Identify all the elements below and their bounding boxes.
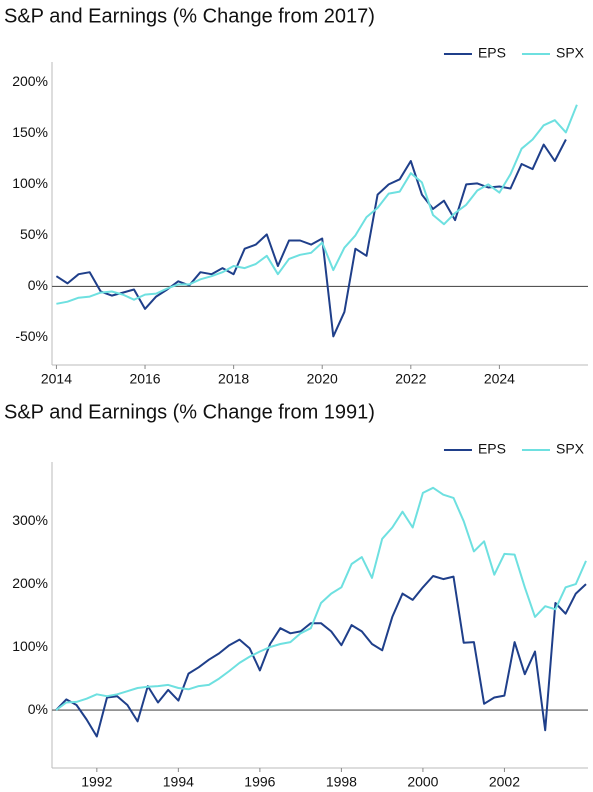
y-tick-label: 200% [12, 575, 48, 591]
legend-label: EPS [478, 441, 506, 457]
legend-label: EPS [478, 45, 506, 61]
y-tick-label: 150% [12, 124, 48, 140]
x-tick-label: 2014 [41, 371, 72, 387]
legend-label: SPX [556, 441, 585, 457]
y-tick-label: 50% [20, 226, 48, 242]
chart-title: S&P and Earnings (% Change from 1991) [4, 401, 375, 423]
y-tick-label: 0% [28, 701, 48, 717]
x-tick-label: 2020 [307, 371, 338, 387]
x-tick-label: 2002 [489, 774, 520, 790]
series-line [55, 139, 567, 338]
x-tick-label: 2024 [484, 371, 515, 387]
x-tick-label: 2018 [218, 371, 249, 387]
legend-label: SPX [556, 45, 585, 61]
series-line [56, 104, 578, 305]
x-tick-label: 1992 [81, 774, 112, 790]
y-tick-label: 300% [12, 512, 48, 528]
series-line [55, 575, 587, 738]
series-line [55, 486, 587, 711]
chart-title: S&P and Earnings (% Change from 2017) [4, 5, 375, 27]
x-tick-label: 1996 [244, 774, 275, 790]
x-tick-label: 1998 [326, 774, 357, 790]
x-tick-label: 1994 [163, 774, 194, 790]
y-tick-label: 100% [12, 638, 48, 654]
x-tick-label: 2016 [129, 371, 160, 387]
x-tick-label: 2022 [395, 371, 426, 387]
y-tick-label: -50% [15, 328, 48, 344]
y-tick-label: 200% [12, 73, 48, 89]
y-tick-label: 100% [12, 175, 48, 191]
y-tick-label: 0% [28, 277, 48, 293]
x-tick-label: 2000 [407, 774, 438, 790]
